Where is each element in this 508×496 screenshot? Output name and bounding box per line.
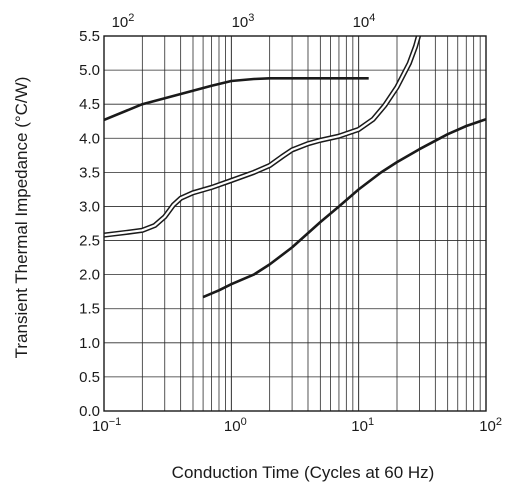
x-axis-label: Conduction Time (Cycles at 60 Hz)	[172, 463, 435, 482]
x-tick-labels: 10−1 100 101 102	[92, 416, 502, 435]
y-tick-label: 3.0	[79, 198, 100, 215]
series-line-2-outline	[104, 36, 422, 238]
top-tick-label: 103	[232, 12, 255, 31]
y-tick-label: 0.5	[79, 369, 100, 386]
grid-lines	[103, 35, 487, 412]
top-tick-labels: 102 103 104	[112, 12, 376, 31]
y-tick-label: 3.5	[79, 164, 100, 181]
x-tick-label: 10−1	[92, 416, 121, 435]
series-line-1	[104, 77, 369, 122]
y-tick-label: 0.0	[79, 403, 100, 420]
series-line-3	[202, 117, 486, 299]
y-tick-label: 2.5	[79, 233, 100, 250]
plot-frame	[103, 35, 487, 412]
top-tick-label: 104	[353, 12, 376, 31]
series-layer	[104, 36, 486, 299]
series-line-2	[104, 36, 420, 237]
y-tick-label: 5.0	[79, 62, 100, 79]
y-tick-label: 5.5	[79, 28, 100, 45]
top-tick-label: 102	[112, 12, 135, 31]
y-axis-label: Transient Thermal Impedance (°C/W)	[12, 77, 31, 359]
x-tick-label: 100	[224, 416, 247, 435]
y-tick-labels: 0.0 0.5 1.0 1.5 2.0 2.5 3.0 3.5 4.0 4.5 5.0 5.5	[79, 28, 100, 420]
y-tick-label: 1.5	[79, 301, 100, 318]
x-tick-label: 102	[479, 416, 502, 435]
y-tick-label: 4.5	[79, 96, 100, 113]
y-tick-label: 2.0	[79, 267, 100, 284]
y-tick-label: 4.0	[79, 130, 100, 147]
y-tick-label: 1.0	[79, 335, 100, 352]
x-tick-label: 101	[351, 416, 374, 435]
